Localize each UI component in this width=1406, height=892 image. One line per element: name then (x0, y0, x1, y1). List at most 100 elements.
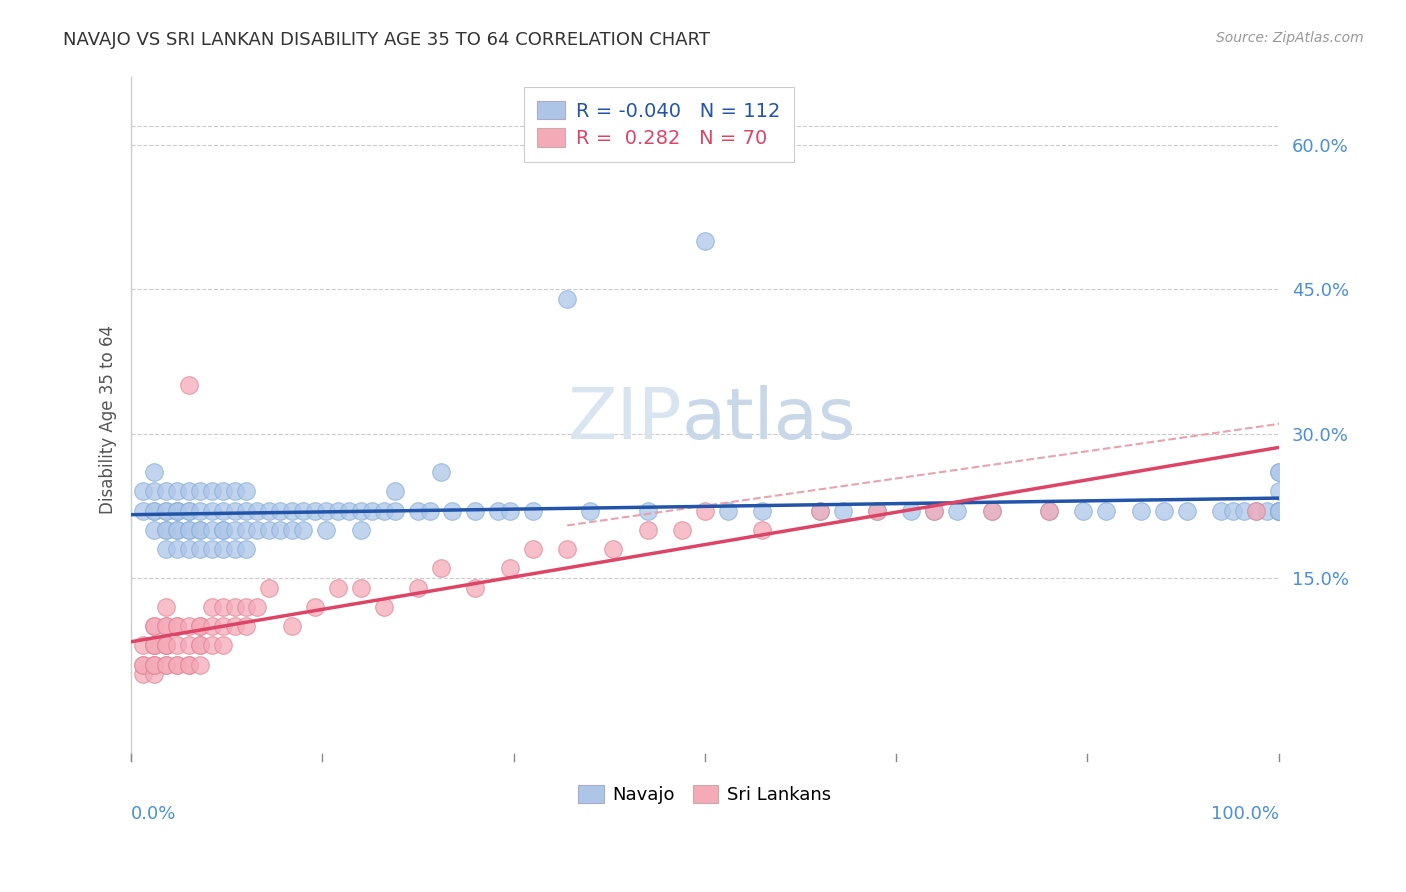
Point (1267, 503, 1289, 517)
Point (350, 523, 373, 537)
Point (1095, 503, 1118, 517)
Point (281, 523, 304, 537)
Point (155, 503, 177, 517)
Point (177, 503, 200, 517)
Point (143, 503, 166, 517)
Point (637, 503, 659, 517)
Point (143, 465, 166, 479)
Point (808, 503, 831, 517)
Point (235, 599, 257, 614)
Point (155, 484, 177, 499)
Point (486, 503, 509, 517)
Point (980, 503, 1002, 517)
Point (257, 581, 280, 595)
Point (555, 292, 578, 306)
Point (132, 667, 155, 681)
Point (246, 503, 269, 517)
Point (1244, 503, 1267, 517)
Point (132, 638, 155, 652)
Legend: Navajo, Sri Lankans: Navajo, Sri Lankans (569, 776, 841, 814)
Point (1222, 503, 1244, 517)
Point (1267, 503, 1289, 517)
Point (166, 638, 188, 652)
Point (269, 523, 291, 537)
Point (166, 657, 188, 672)
Point (1211, 503, 1233, 517)
Point (1267, 465, 1289, 479)
Point (224, 599, 246, 614)
Point (143, 638, 166, 652)
Point (281, 619, 304, 633)
Point (980, 503, 1002, 517)
Point (155, 619, 177, 633)
Point (177, 523, 200, 537)
Point (155, 638, 177, 652)
Point (143, 667, 166, 681)
Point (337, 503, 360, 517)
Point (441, 503, 464, 517)
Point (132, 503, 155, 517)
Point (522, 542, 544, 557)
Text: 0.0%: 0.0% (131, 805, 177, 823)
Point (522, 503, 544, 517)
Point (924, 503, 946, 517)
Point (155, 638, 177, 652)
Point (304, 599, 326, 614)
Point (177, 657, 200, 672)
Point (155, 638, 177, 652)
Point (693, 503, 716, 517)
Point (177, 484, 200, 499)
Point (188, 638, 211, 652)
Point (235, 619, 257, 633)
Point (143, 619, 166, 633)
Point (188, 523, 211, 537)
Point (188, 657, 211, 672)
Point (224, 484, 246, 499)
Point (1153, 503, 1175, 517)
Point (464, 581, 486, 595)
Point (143, 657, 166, 672)
Point (212, 523, 235, 537)
Point (350, 503, 373, 517)
Point (132, 657, 155, 672)
Point (200, 638, 222, 652)
Point (1267, 465, 1289, 479)
Point (946, 503, 969, 517)
Point (224, 503, 246, 517)
Point (555, 542, 578, 557)
Point (717, 503, 740, 517)
Point (1267, 503, 1289, 517)
Point (177, 542, 200, 557)
Point (212, 503, 235, 517)
Point (406, 581, 429, 595)
Y-axis label: Disability Age 35 to 64: Disability Age 35 to 64 (100, 325, 117, 514)
Point (155, 523, 177, 537)
Point (200, 484, 222, 499)
Point (143, 657, 166, 672)
Point (361, 503, 384, 517)
Point (177, 523, 200, 537)
Text: NAVAJO VS SRI LANKAN DISABILITY AGE 35 TO 64 CORRELATION CHART: NAVAJO VS SRI LANKAN DISABILITY AGE 35 T… (63, 31, 710, 49)
Point (304, 503, 326, 517)
Point (257, 523, 280, 537)
Point (1129, 503, 1152, 517)
Point (212, 638, 235, 652)
Text: ZIP: ZIP (568, 384, 682, 454)
Point (155, 599, 177, 614)
Point (464, 503, 486, 517)
Point (166, 542, 188, 557)
Point (143, 638, 166, 652)
Point (671, 523, 693, 537)
Point (373, 599, 395, 614)
Point (143, 657, 166, 672)
Point (212, 619, 235, 633)
Point (1038, 503, 1060, 517)
Point (235, 542, 257, 557)
Point (155, 619, 177, 633)
Point (177, 638, 200, 652)
Point (188, 638, 211, 652)
Point (235, 484, 257, 499)
Point (292, 503, 315, 517)
Point (292, 523, 315, 537)
Point (315, 523, 337, 537)
